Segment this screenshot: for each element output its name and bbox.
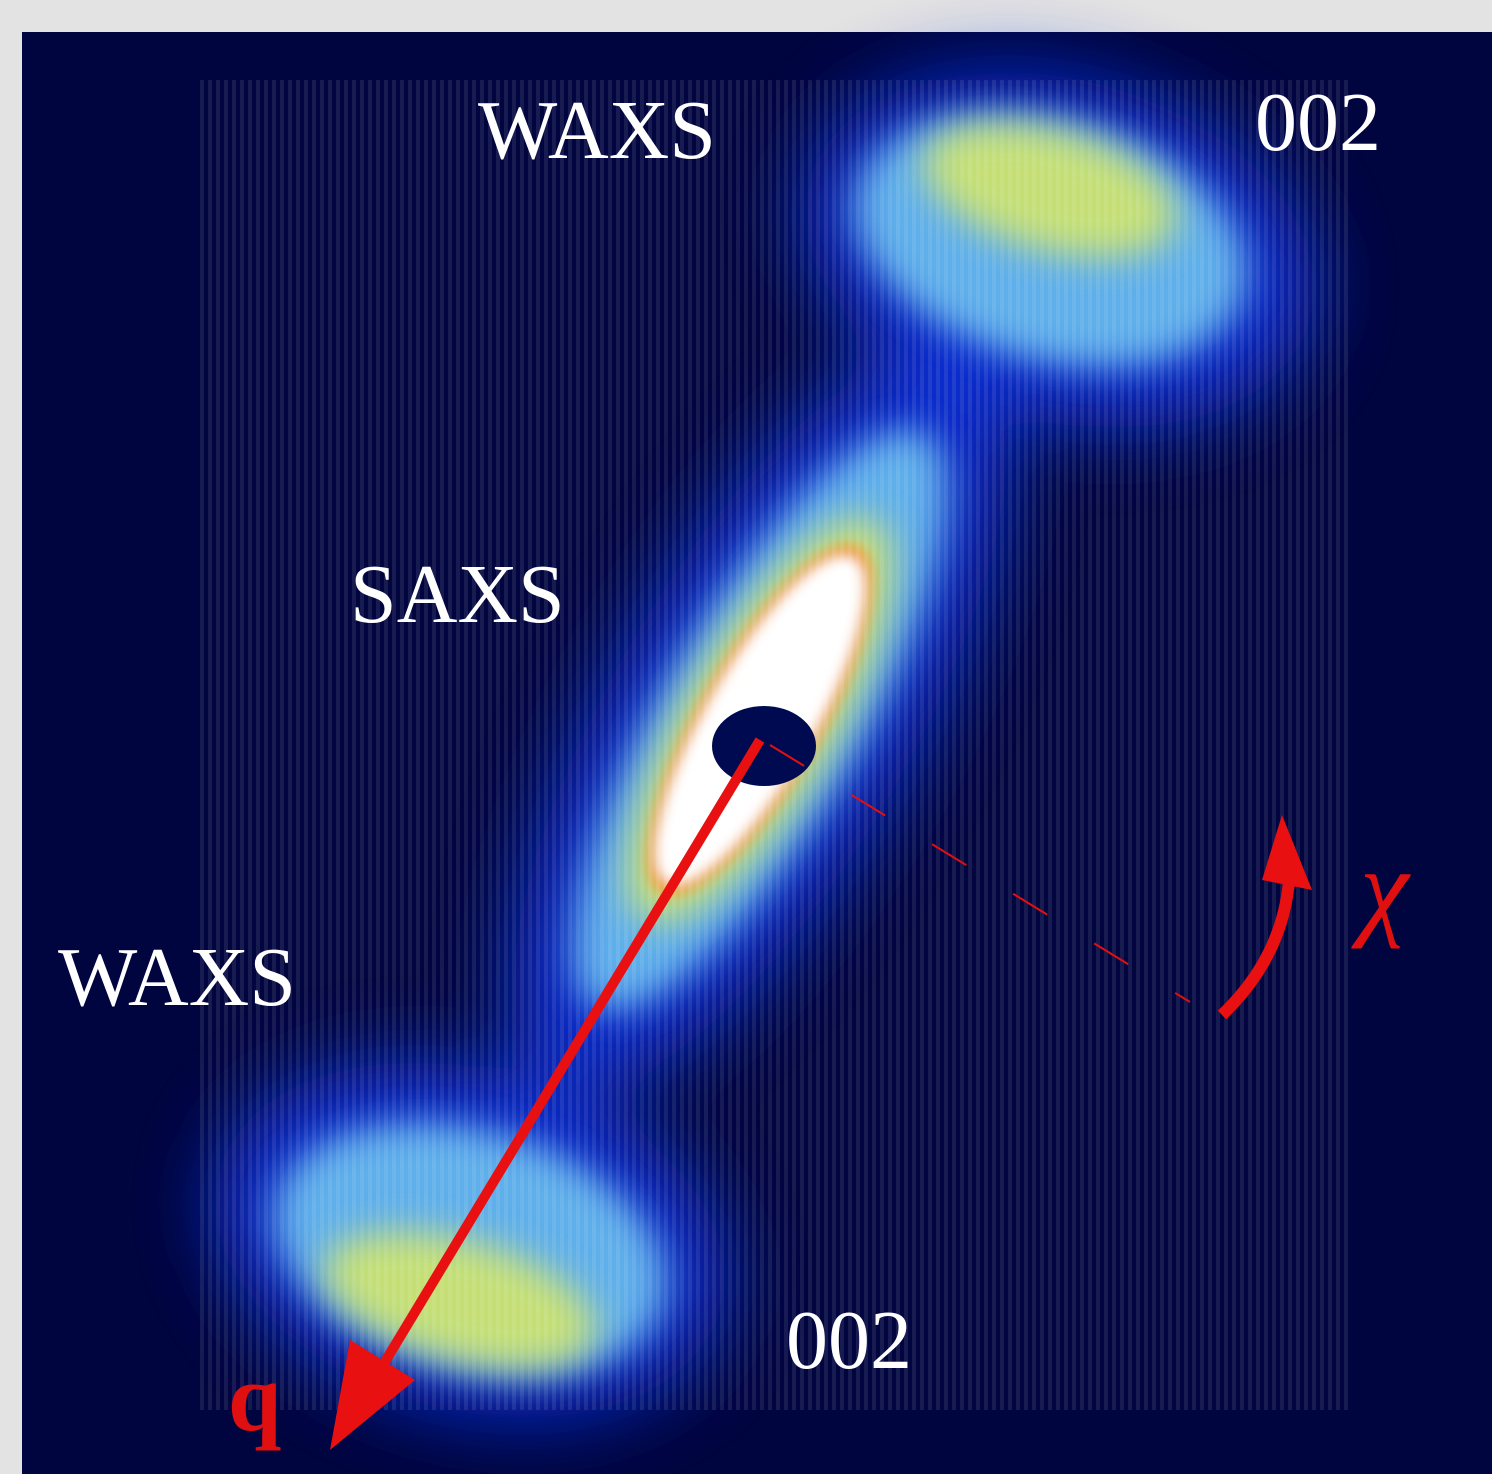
label: 002 [1255, 76, 1381, 169]
axis-label: q [228, 1344, 281, 1451]
scattering-pattern [175, 18, 1355, 1471]
beam-stop [712, 706, 816, 786]
figure: WAXS 002 SAXS WAXS 002 q χ [0, 0, 1492, 1474]
label: 002 [786, 1294, 912, 1387]
axis-label: χ [1351, 827, 1411, 949]
page: WAXS 002 SAXS WAXS 002 q χ (() => { cons… [0, 0, 1492, 1474]
label: SAXS [350, 548, 565, 641]
label: WAXS [58, 931, 296, 1024]
label: WAXS [478, 84, 716, 177]
